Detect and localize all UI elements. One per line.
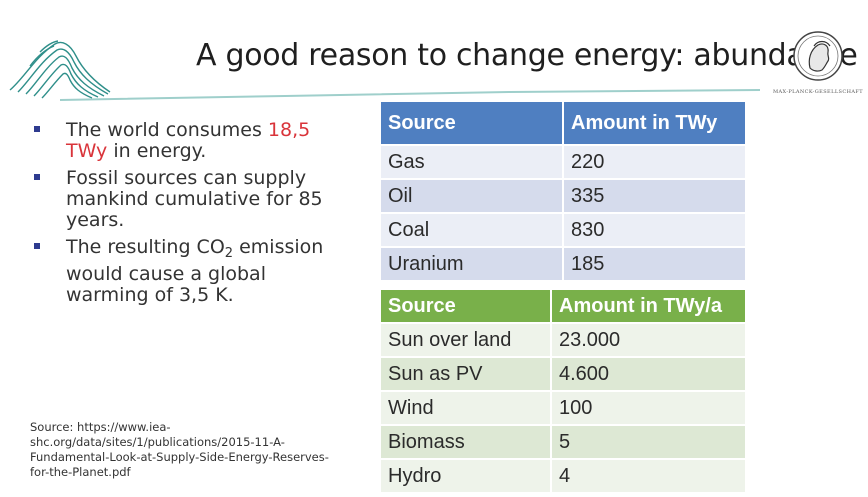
table-cell: Coal [381, 213, 564, 248]
table-cell: 335 [563, 179, 747, 214]
bullet-text: The world consumes [66, 119, 268, 141]
bullet-text: Fossil sources can supply mankind cumula… [66, 167, 323, 231]
column-header: Amount in TWy [563, 102, 747, 146]
table-cell: 4.600 [551, 357, 747, 392]
table-cell: 100 [551, 391, 747, 426]
table-cell: 4 [551, 459, 747, 494]
table-cell: Uranium [381, 247, 564, 282]
emblem-caption: MAX-PLANCK-GESELLSCHAFT [773, 89, 863, 95]
bullet-text: The resulting CO [66, 236, 225, 258]
renewable-potential-table: Source Amount in TWy/a Sun over land 23.… [381, 290, 747, 494]
table-row: Wind 100 [381, 391, 747, 426]
table-row: Oil 335 [381, 179, 747, 214]
table-cell: 220 [563, 145, 747, 180]
bullet-marker [34, 174, 40, 180]
bullet-fossil-supply: Fossil sources can supply mankind cumula… [30, 168, 330, 231]
bullet-consumption: The world consumes 18,5 TWy in energy. [30, 120, 330, 162]
bullet-emission: The resulting CO2 emission would cause a… [30, 237, 330, 306]
bullet-list: The world consumes 18,5 TWy in energy. F… [30, 120, 330, 312]
table-cell: 5 [551, 425, 747, 460]
slide-title: A good reason to change energy: abundanc… [196, 38, 858, 73]
table-row: Coal 830 [381, 213, 747, 248]
table-cell: Hydro [381, 459, 552, 494]
table-header-row: Source Amount in TWy [381, 102, 747, 146]
table-header-row: Source Amount in TWy/a [381, 290, 747, 324]
bullet-text: in energy. [107, 140, 207, 162]
table-row: Biomass 5 [381, 425, 747, 460]
table-cell: Oil [381, 179, 564, 214]
table-cell: 830 [563, 213, 747, 248]
column-header: Source [381, 290, 552, 324]
bullet-marker [34, 126, 40, 132]
table-cell: 23.000 [551, 323, 747, 358]
header-divider [60, 89, 760, 101]
table-row: Hydro 4 [381, 459, 747, 494]
table-cell: Sun over land [381, 323, 552, 358]
minerva-emblem-icon [793, 31, 843, 81]
institute-logo-icon [9, 40, 111, 99]
table-cell: Wind [381, 391, 552, 426]
table-cell: Sun as PV [381, 357, 552, 392]
column-header: Amount in TWy/a [551, 290, 747, 324]
table-cell: Gas [381, 145, 564, 180]
bullet-highlight: 18,5 TWy [66, 119, 311, 162]
table-row: Gas 220 [381, 145, 747, 180]
table-row: Sun over land 23.000 [381, 323, 747, 358]
table-cell: Biomass [381, 425, 552, 460]
table-cell: 185 [563, 247, 747, 282]
source-citation: Source: https://www.iea-shc.org/data/sit… [30, 420, 329, 479]
fossil-reserves-table: Source Amount in TWy Gas 220 Oil 335 Coa… [381, 102, 747, 282]
table-row: Sun as PV 4.600 [381, 357, 747, 392]
bullet-marker [34, 243, 40, 249]
bullet-text: emission would cause a global warming of… [66, 236, 324, 306]
column-header: Source [381, 102, 564, 146]
bullet-subscript: 2 [224, 246, 234, 261]
table-row: Uranium 185 [381, 247, 747, 282]
